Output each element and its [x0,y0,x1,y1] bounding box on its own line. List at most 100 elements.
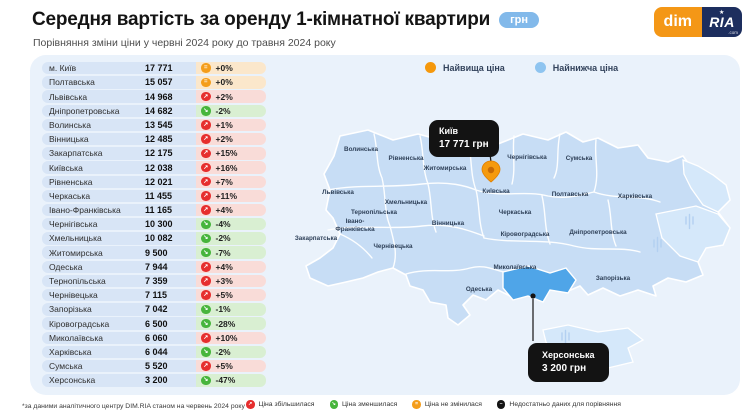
table-row: Івано-Франківська 11 165 ↗ +4% [42,203,266,217]
trend-down-icon: ↘ [201,247,211,258]
map-region-label: Полтавська [552,191,589,198]
kyiv-pin-icon[interactable] [481,160,501,183]
ria-logo-text: RIA [709,14,735,30]
region-price: 12 038 [145,162,173,173]
trend-up-icon: ↗ [201,333,211,343]
footer-legend: ↗ Ціна збільшилася ↘ Ціна зменшилася = Ціна н… [246,400,621,409]
map-region-label: Івано- [346,218,365,225]
map-region-label: Львівська [322,188,354,196]
row-change-cell: ↗ +1% [196,118,266,132]
row-change-cell: ↘ -4% [196,218,266,231]
row-region-price: Запорізька 7 042 [42,303,196,316]
row-region-price: Львівська 14 968 [42,90,196,103]
map-region-label: Вінницька [432,219,465,227]
tooltip-title: Херсонська [542,350,595,360]
region-name: Вінницька [49,134,89,145]
footer-legend-item: = Ціна не змінилася [412,400,482,409]
region-price: 7 359 [145,276,168,286]
trend-up-icon: ↗ [201,120,211,130]
trend-down-icon: ↘ [201,347,211,357]
trend-up-icon: ↗ [201,276,211,286]
kherson-price-tooltip: Херсонська 3 200 грн [528,343,609,382]
change-percent: +10% [215,332,238,343]
map-region-label: Житомирська [423,165,467,172]
map-region-label: Чернівецька [373,242,413,250]
kherson-region-highlight[interactable] [502,265,577,303]
region-price: 6 500 [145,318,168,329]
row-change-cell: ↗ +4% [196,203,266,217]
header: Середня вартість за оренду 1-кімнатної к… [32,9,540,31]
trend-up-icon: ↗ [201,290,211,300]
row-change-cell: ↗ +3% [196,274,266,288]
region-price: 3 200 [145,375,168,386]
ukraine-map: Волинська Рівненська Житомирська Чернігівсь… [295,129,731,371]
trend-down-icon: ↘ [201,318,211,329]
region-name: Дніпропетровська [49,105,120,116]
map-region-label: Київська [482,188,510,195]
row-region-price: Одеська 7 944 [42,260,196,274]
trend-up-icon: ↗ [201,191,211,201]
dim-logo[interactable]: dim [653,7,702,37]
trend-down-icon: ↘ [329,400,338,409]
row-change-cell: = +0% [196,76,266,89]
region-price: 6 060 [145,332,168,343]
table-row: Дніпропетровська 14 682 ↘ -2% [42,104,266,117]
row-region-price: Волинська 13 545 [42,118,196,132]
region-price: 7 944 [145,261,168,272]
change-percent: -1% [215,304,231,315]
row-region-price: Хмельницька 10 082 [42,232,196,245]
table-row: м. Київ 17 771 = +0% [42,62,266,75]
row-change-cell: ↗ +2% [196,132,266,146]
region-price: 14 968 [145,91,173,102]
region-price: 10 082 [145,233,173,244]
row-change-cell: ↗ +5% [196,359,266,373]
row-region-price: Чернігівська 10 300 [42,218,196,231]
trend-up-icon: ↗ [201,262,211,272]
region-name: Полтавська [49,77,95,88]
region-name: Житомирська [49,247,103,258]
table-row: Черкаська 11 455 ↗ +11% [42,189,266,203]
trend-same-icon: = [201,63,211,73]
region-name: Харківська [49,346,92,357]
row-region-price: Херсонська 3 200 [42,374,196,387]
row-change-cell: ↘ -1% [196,303,266,316]
table-row: Харківська 6 044 ↘ -2% [42,345,266,359]
region-price: 10 300 [145,219,173,230]
currency-badge: грн [499,12,540,28]
row-region-price: Тернопільська 7 359 [42,274,196,288]
row-region-price: Закарпатська 12 175 [42,147,196,160]
region-name: Волинська [49,119,91,130]
ria-logo[interactable]: ★ RIA .com [702,7,742,37]
region-name: Херсонська [49,375,96,386]
row-region-price: Миколаївська 6 060 [42,331,196,344]
region-name: Запорізька [49,304,92,315]
table-row: Київська 12 038 ↗ +16% [42,161,266,174]
footer-legend-item: − Недостатньо даних для порівняння [496,400,621,409]
table-row: Сумська 5 520 ↗ +5% [42,359,266,373]
region-price: 14 682 [145,105,173,116]
region-price: 17 771 [145,63,173,74]
region-price: 11 165 [145,205,173,216]
table-row: Вінницька 12 485 ↗ +2% [42,132,266,146]
footer-legend-label: Ціна зменшилася [342,400,398,408]
brand-logos: dim ★ RIA .com [653,7,742,37]
source-note: *за даними аналітичного центру DIM.RIA с… [22,403,245,410]
map-region-label: Кіровоградська [501,230,550,238]
change-percent: +7% [215,176,233,187]
region-name: Одеська [49,261,83,272]
region-price: 6 044 [145,346,168,357]
region-price: 12 485 [145,134,173,145]
region-price: 12 021 [145,176,173,187]
region-price: 11 455 [145,190,173,201]
row-change-cell: ↗ +16% [196,161,266,174]
trend-up-icon: ↗ [201,205,211,215]
map-region-label: Рівненська [389,154,424,162]
map-region-label: Тернопільська [351,208,397,216]
legend-dot-icon [534,62,546,73]
row-change-cell: = +0% [196,62,266,75]
region-name: Сумська [49,361,83,372]
footer-legend-item: ↗ Ціна збільшилася [246,400,315,409]
tooltip-value: 17 771 грн [439,138,489,150]
change-percent: +5% [215,361,233,372]
